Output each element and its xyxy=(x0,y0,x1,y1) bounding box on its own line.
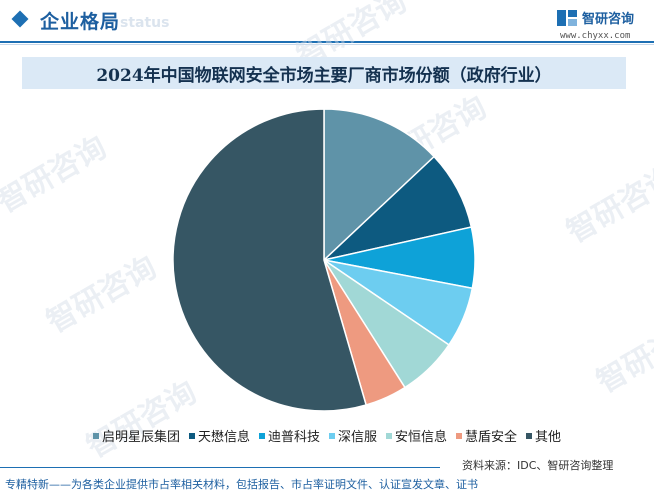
legend-swatch xyxy=(526,432,533,439)
brand-name: 智研咨询 xyxy=(582,12,635,27)
header-divider-light xyxy=(0,44,654,45)
legend-label: 安恒信息 xyxy=(395,430,448,445)
legend-swatch xyxy=(328,432,335,439)
legend-item: 天懋信息 xyxy=(188,426,250,445)
chart-title-band xyxy=(22,57,626,89)
legend-item: 启明星辰集团 xyxy=(92,426,180,445)
legend-item: 迪普科技 xyxy=(258,426,320,445)
legend-item: 深信服 xyxy=(328,426,377,445)
legend-swatch xyxy=(456,432,463,439)
legend-swatch xyxy=(258,432,265,439)
page-header: status 企业格局 智研咨询 www.chyxx.com xyxy=(0,0,654,45)
brand-url: www.chyxx.com xyxy=(560,31,631,41)
legend-item: 其他 xyxy=(526,426,561,445)
legend-item: 慧盾安全 xyxy=(456,426,517,445)
section-ghost-text: status xyxy=(120,15,170,31)
legend-label: 启明星辰集团 xyxy=(101,430,180,445)
section-title: 企业格局 xyxy=(40,11,121,33)
footer-divider xyxy=(0,467,440,468)
legend-swatch xyxy=(188,432,195,439)
legend-swatch xyxy=(386,432,392,439)
legend-label: 其他 xyxy=(535,430,562,445)
chart-title: 2024年中国物联网安全市场主要厂商市场份额（政府行业） xyxy=(96,66,552,86)
brand-logo-icon xyxy=(557,10,577,26)
pie-slice-0 xyxy=(323,108,436,262)
legend-label: 深信服 xyxy=(337,430,377,445)
legend-swatch xyxy=(92,432,99,439)
legend-label: 慧盾安全 xyxy=(465,430,518,445)
source-note: 资料来源：IDC、智研咨询整理 xyxy=(462,459,614,472)
legend-label: 迪普科技 xyxy=(267,430,320,445)
chart-legend: 启明星辰集团 天懋信息 迪普科技 深信服 安恒信息 慧盾安全 其他 xyxy=(0,426,654,445)
footer-tagline: 专精特新——为各类企业提供市占率相关材料，包括报告、市占率证明文件、认证宣发文章… xyxy=(5,478,478,491)
pie-slice-6 xyxy=(172,108,368,412)
legend-label: 天懋信息 xyxy=(197,430,250,445)
legend-item: 安恒信息 xyxy=(386,426,447,445)
header-divider xyxy=(0,41,654,43)
